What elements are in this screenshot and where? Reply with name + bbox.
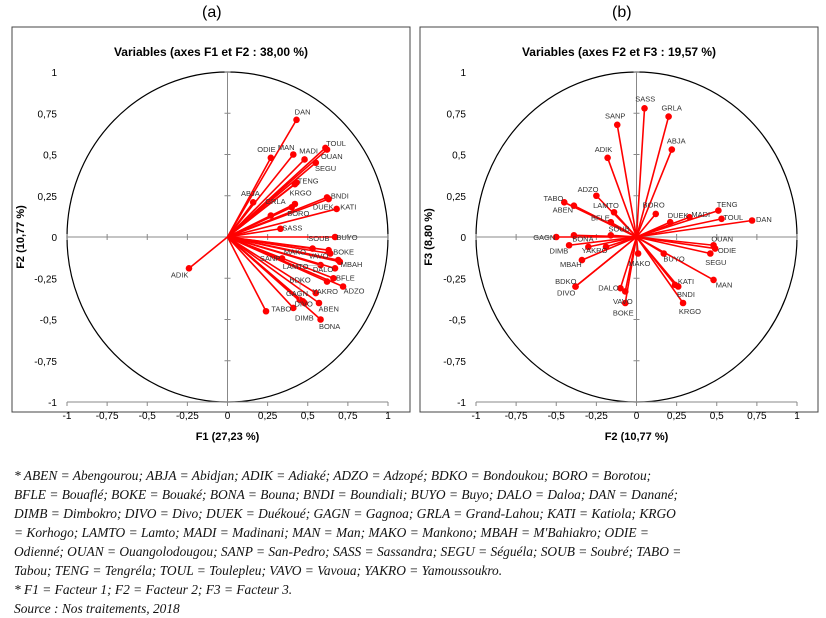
y-tick-label: 0 <box>51 233 57 244</box>
variable-label: BUYO <box>336 233 357 242</box>
y-axis-title: F2 (10,77 %) <box>15 205 27 269</box>
caption-line: * ABEN = Abengourou; ABJA = Abidjan; ADI… <box>14 466 814 485</box>
variable-label: ODIE <box>257 145 275 154</box>
variable-label: DIMB <box>295 313 314 322</box>
variable-label: BDKO <box>290 276 311 285</box>
x-tick-label: -1 <box>63 411 72 422</box>
variable-label: TENG <box>298 176 319 185</box>
caption-line: Source : Nos traitements, 2018 <box>14 599 814 618</box>
variable-label: MAKO <box>284 248 306 257</box>
y-tick-label: 1 <box>51 68 57 79</box>
variable-label: ABJA <box>241 189 260 198</box>
variable-label: TABO <box>271 304 291 313</box>
variable-point <box>324 278 331 285</box>
variable-point <box>263 308 270 315</box>
variable-point <box>293 117 300 124</box>
variable-label: DUEK <box>313 203 334 212</box>
variable-label: OUAN <box>321 152 343 161</box>
variable-label: MBAH <box>341 260 363 269</box>
caption: * ABEN = Abengourou; ABJA = Abidjan; ADI… <box>14 466 814 618</box>
variable-label: GAGN <box>286 289 308 298</box>
variable-point <box>250 199 257 206</box>
variable-point <box>268 155 275 162</box>
variable-label: BONA <box>319 322 340 331</box>
y-tick-label: 0,5 <box>43 151 57 162</box>
variable-label: KRGO <box>290 189 312 198</box>
variable-label: BFLE <box>336 274 355 283</box>
variable-label: LAMTO <box>283 262 309 271</box>
variable-point <box>268 212 275 219</box>
variable-label: ADZO <box>344 286 365 295</box>
y-tick-label: -0,75 <box>34 357 57 368</box>
caption-line: BFLE = Bouaflé; BOKE = Bouaké; BONA = Bo… <box>14 485 814 504</box>
variable-point <box>301 156 308 163</box>
x-tick-label: 0 <box>225 411 231 422</box>
x-tick-label: 0,75 <box>338 411 358 422</box>
y-tick-label: -0,5 <box>40 316 58 327</box>
chart-frame <box>12 27 410 412</box>
y-tick-label: 0,25 <box>38 192 58 203</box>
variable-label: DIVO <box>294 300 313 309</box>
x-tick-label: 1 <box>385 411 391 422</box>
variable-label: DALO <box>313 265 334 274</box>
variable-label: VAVO <box>309 251 329 260</box>
variable-label: YAKRO <box>312 287 338 296</box>
caption-line: Tabou; TENG = Tengréla; TOUL = Toulepleu… <box>14 561 814 580</box>
variable-label: MADI <box>299 146 318 155</box>
variable-label: TOUL <box>326 139 346 148</box>
x-tick-label: -0,75 <box>96 411 119 422</box>
caption-line: = Korhogo; LAMTO = Lamto; MADI = Madinan… <box>14 523 814 542</box>
variable-label: BNDI <box>331 192 349 201</box>
variable-label: MAN <box>278 143 295 152</box>
caption-line: Odienné; OUAN = Ouangolodougou; SANP = S… <box>14 542 814 561</box>
x-tick-label: -0,25 <box>176 411 199 422</box>
x-tick-label: -0,5 <box>139 411 157 422</box>
variable-point <box>290 151 297 158</box>
variable-label: ADIK <box>171 270 189 279</box>
variable-label: GRLA <box>265 197 285 206</box>
variable-label: SANP <box>260 254 280 263</box>
caption-line: * F1 = Facteur 1; F2 = Facteur 2; F3 = F… <box>14 580 814 599</box>
y-tick-label: -1 <box>48 398 57 409</box>
variable-label: BORO <box>287 209 309 218</box>
variable-point <box>333 206 340 213</box>
x-tick-label: 0,25 <box>258 411 278 422</box>
variable-label: DAN <box>295 108 311 117</box>
variable-label: SASS <box>282 223 302 232</box>
x-tick-label: 0,5 <box>301 411 315 422</box>
chart-title: Variables (axes F1 et F2 : 38,00 %) <box>114 45 308 59</box>
caption-line: DIMB = Dimbokro; DIVO = Divo; DUEK = Dué… <box>14 504 814 523</box>
variable-label: SEGU <box>315 164 336 173</box>
chart-f1-f2: Variables (axes F1 et F2 : 38,00 %) -1 -0,… <box>0 0 826 460</box>
figure: (a) (b) Variables (axes F1 et F2 : 38,00… <box>0 0 826 603</box>
y-tick-label: -0,25 <box>34 274 57 285</box>
y-tick-label: 0,75 <box>38 109 58 120</box>
x-axis-title: F1 (27,23 %) <box>196 431 260 443</box>
variable-vector <box>228 237 267 311</box>
variable-label: KATI <box>340 203 356 212</box>
variable-vector <box>189 237 228 268</box>
variable-label: BOKE <box>333 248 354 257</box>
variable-label: SOUB <box>308 234 329 243</box>
variable-label: ABEN <box>318 305 338 314</box>
